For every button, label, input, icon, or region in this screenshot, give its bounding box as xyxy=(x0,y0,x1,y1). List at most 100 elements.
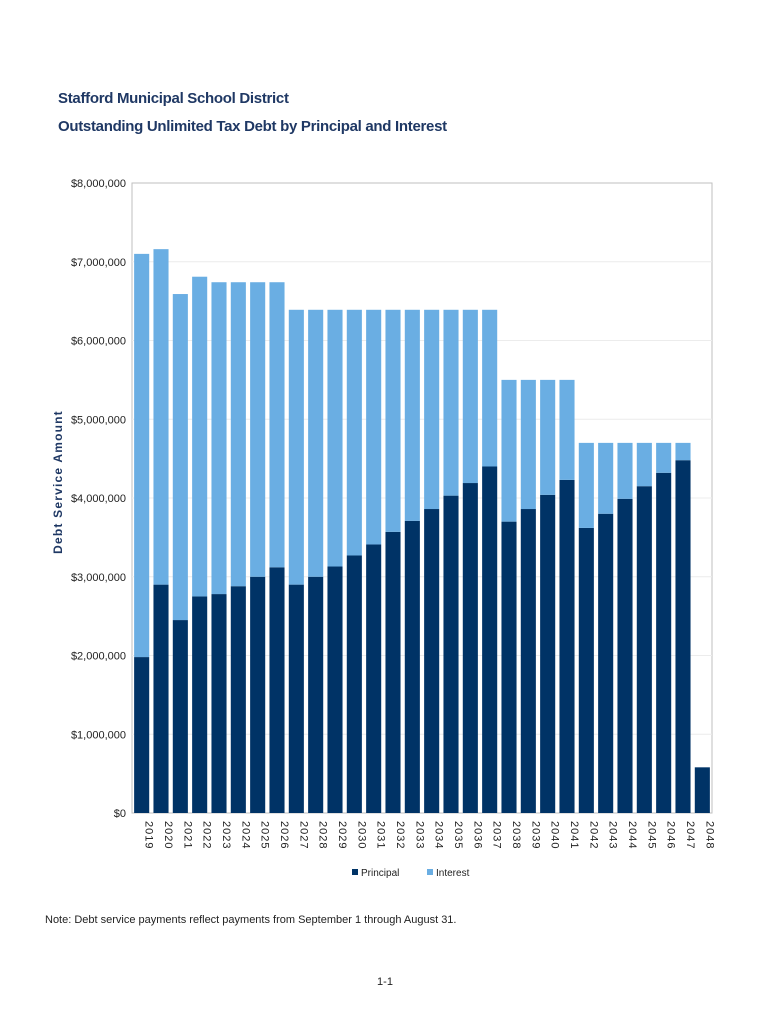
bar-principal-2038 xyxy=(501,521,517,813)
bar-principal-2044 xyxy=(617,498,633,813)
chart-subtitle: Outstanding Unlimited Tax Debt by Princi… xyxy=(58,118,447,135)
bar-principal-2031 xyxy=(366,544,382,813)
bar-interest-2029 xyxy=(327,309,343,567)
bar-principal-2042 xyxy=(578,527,594,813)
bar-interest-2047 xyxy=(675,442,691,461)
y-tick-label: $3,000,000 xyxy=(71,572,126,584)
y-axis-ticks: $0 $1,000,000 $2,000,000 $3,000,000 $4,000,0… xyxy=(71,178,126,820)
bar-interest-2028 xyxy=(308,309,324,577)
bar-interest-2044 xyxy=(617,442,633,499)
legend-swatch-interest xyxy=(427,869,433,875)
bar-interest-2025 xyxy=(250,282,266,577)
gridlines xyxy=(132,261,712,735)
x-tick-label: 2026 xyxy=(278,821,290,849)
x-tick-label: 2036 xyxy=(471,821,483,849)
bar-interest-2035 xyxy=(443,309,459,496)
x-tick-label: 2034 xyxy=(433,821,445,849)
bar-principal-2022 xyxy=(192,596,208,813)
bar-principal-2026 xyxy=(269,567,285,813)
footnote: Note: Debt service payments reflect paym… xyxy=(45,914,457,926)
y-tick-label: $1,000,000 xyxy=(71,729,126,741)
bar-principal-2019 xyxy=(134,657,150,813)
bar-principal-2029 xyxy=(327,566,343,813)
bar-interest-2045 xyxy=(636,442,652,487)
bar-principal-2033 xyxy=(404,520,420,813)
y-tick-label: $8,000,000 xyxy=(71,178,126,190)
x-tick-label: 2040 xyxy=(549,821,561,849)
y-tick-label: $2,000,000 xyxy=(71,651,126,663)
y-tick-label: $7,000,000 xyxy=(71,257,126,269)
bar-principal-2047 xyxy=(675,460,691,813)
bar-interest-2027 xyxy=(288,309,304,585)
bar-interest-2046 xyxy=(656,442,672,473)
bar-interest-2043 xyxy=(598,442,614,514)
x-tick-label: 2019 xyxy=(143,821,155,849)
bar-interest-2038 xyxy=(501,379,517,522)
bar-interest-2033 xyxy=(404,309,420,521)
bar-principal-2035 xyxy=(443,495,459,813)
x-tick-label: 2044 xyxy=(626,821,638,849)
x-tick-label: 2037 xyxy=(491,821,503,849)
bar-interest-2039 xyxy=(520,379,536,510)
x-tick-label: 2032 xyxy=(394,821,406,849)
x-tick-label: 2039 xyxy=(529,821,541,849)
bars xyxy=(134,249,710,813)
debt-service-chart: $0 $1,000,000 $2,000,000 $3,000,000 $4,000,0… xyxy=(51,178,715,879)
bar-principal-2027 xyxy=(288,584,304,813)
legend-label-interest: Interest xyxy=(436,868,470,879)
bar-interest-2020 xyxy=(153,249,169,585)
bar-interest-2021 xyxy=(172,294,188,621)
bar-interest-2019 xyxy=(134,253,150,658)
x-tick-label: 2047 xyxy=(684,821,696,849)
bar-interest-2022 xyxy=(192,276,208,597)
bar-principal-2040 xyxy=(540,494,556,813)
y-axis-label: Debt Service Amount xyxy=(51,410,65,554)
x-tick-label: 2048 xyxy=(703,821,715,849)
x-tick-label: 2045 xyxy=(645,821,657,849)
x-tick-label: 2030 xyxy=(355,821,367,849)
x-tick-label: 2041 xyxy=(568,821,580,849)
bar-principal-2024 xyxy=(230,586,246,813)
x-tick-label: 2022 xyxy=(201,821,213,849)
bar-principal-2046 xyxy=(656,472,672,813)
bar-interest-2030 xyxy=(346,309,362,556)
bar-principal-2030 xyxy=(346,555,362,813)
bar-interest-2034 xyxy=(424,309,440,510)
bar-interest-2041 xyxy=(559,379,575,480)
bar-principal-2037 xyxy=(482,466,498,813)
legend-label-principal: Principal xyxy=(361,868,399,879)
bar-interest-2031 xyxy=(366,309,382,545)
x-tick-label: 2029 xyxy=(336,821,348,849)
bar-principal-2025 xyxy=(250,576,266,813)
bar-principal-2032 xyxy=(385,531,401,813)
x-tick-label: 2020 xyxy=(162,821,174,849)
x-tick-label: 2025 xyxy=(259,821,271,849)
x-tick-label: 2046 xyxy=(665,821,677,849)
bar-principal-2039 xyxy=(520,509,536,813)
legend-swatch-principal xyxy=(352,869,358,875)
bar-interest-2024 xyxy=(230,282,246,587)
x-tick-label: 2042 xyxy=(587,821,599,849)
x-tick-label: 2035 xyxy=(452,821,464,849)
x-tick-label: 2043 xyxy=(607,821,619,849)
bar-interest-2036 xyxy=(462,309,478,484)
x-tick-label: 2023 xyxy=(220,821,232,849)
x-tick-label: 2021 xyxy=(181,821,193,849)
bar-principal-2023 xyxy=(211,594,227,813)
x-tick-label: 2038 xyxy=(510,821,522,849)
bar-principal-2036 xyxy=(462,483,478,813)
bar-interest-2026 xyxy=(269,282,285,568)
x-tick-label: 2031 xyxy=(375,821,387,849)
bar-interest-2040 xyxy=(540,379,556,495)
bar-interest-2023 xyxy=(211,282,227,595)
bar-principal-2021 xyxy=(172,620,188,813)
bar-principal-2041 xyxy=(559,479,575,813)
x-tick-label: 2028 xyxy=(317,821,329,849)
y-tick-label: $0 xyxy=(114,808,126,820)
bar-principal-2020 xyxy=(153,584,169,813)
y-tick-label: $6,000,000 xyxy=(71,336,126,348)
bar-principal-2034 xyxy=(424,509,440,813)
y-tick-label: $4,000,000 xyxy=(71,493,126,505)
x-tick-label: 2027 xyxy=(297,821,309,849)
bar-principal-2048 xyxy=(694,767,710,813)
